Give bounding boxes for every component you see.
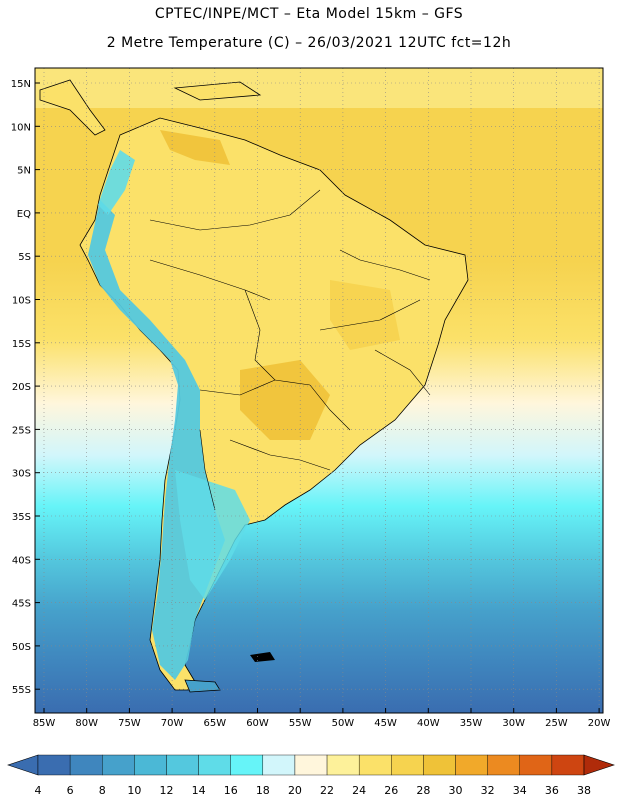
country-borders <box>149 189 431 511</box>
lat-label: 5S <box>18 252 31 263</box>
lat-label: 30S <box>12 469 31 480</box>
caribbean-islands <box>173 81 262 101</box>
colorbar-swatch <box>358 754 392 776</box>
lon-label: 85W <box>33 718 56 729</box>
brazil-warm-area <box>330 280 400 350</box>
lat-label: 45S <box>12 599 31 610</box>
colorbar-label: 12 <box>159 784 173 797</box>
colorbar-label: 6 <box>67 784 74 797</box>
lon-label: 70W <box>161 718 184 729</box>
lon-label: 50W <box>332 718 355 729</box>
colorbar-label: 36 <box>545 784 559 797</box>
colorbar-swatch <box>519 754 553 776</box>
lat-label: 35S <box>12 512 31 523</box>
colorbar-label: 38 <box>577 784 591 797</box>
colorbar-label: 34 <box>513 784 527 797</box>
colorbar-swatch <box>69 754 103 776</box>
colorbar-swatch <box>198 754 231 776</box>
lat-label: 50S <box>12 642 31 653</box>
colorbar-swatch <box>294 754 328 776</box>
lat-label: 25S <box>12 425 31 436</box>
lon-label: 60W <box>246 718 269 729</box>
caribbean-field <box>35 68 603 108</box>
falklands-islands <box>250 652 275 662</box>
central-america-land <box>39 79 106 136</box>
colorbar: 4 6 8 10 12 14 16 18 20 22 24 26 28 30 32 34 36 38 <box>7 754 615 797</box>
lon-label: 80W <box>75 718 98 729</box>
map-title-line2: 2 Metre Temperature (C) – 26/03/2021 12U… <box>106 35 512 51</box>
longitude-labels: 85W 80W 75W 70W 65W 60W 55W 50W 45W 40W 35W 30W 25W 2… <box>33 708 611 729</box>
venezuela-warm-area <box>160 130 230 165</box>
patagonia-cold-area <box>175 470 250 600</box>
colorbar-label: 20 <box>288 784 302 797</box>
lon-label: 75W <box>118 718 141 729</box>
colorbar-label: 10 <box>127 784 141 797</box>
lon-label: 30W <box>502 718 525 729</box>
lon-label: 20W <box>588 718 611 729</box>
lat-label: 40S <box>12 555 31 566</box>
lon-label: 35W <box>460 718 483 729</box>
colorbar-label: 22 <box>320 784 334 797</box>
pantanal-warm-area <box>240 360 330 440</box>
colorbar-swatch <box>455 754 488 776</box>
lon-label: 40W <box>417 718 440 729</box>
colorbar-swatch <box>230 754 264 776</box>
colorbar-swatch <box>423 754 456 776</box>
colombia-andes-cold <box>98 150 135 215</box>
colorbar-label: 24 <box>352 784 366 797</box>
lat-label: 10S <box>12 296 31 307</box>
map-field <box>35 68 603 713</box>
colorbar-label: 28 <box>416 784 430 797</box>
lat-label: 55S <box>12 685 31 696</box>
colorbar-swatch <box>551 754 585 776</box>
lat-label: 15S <box>12 339 31 350</box>
colorbar-label: 16 <box>224 784 238 797</box>
latitude-labels: 15N 10N 5N EQ 5S 10S 15S 20S 25S 30S 35S 40S 45S 50S 5… <box>11 79 40 696</box>
graticule <box>35 68 603 713</box>
colorbar-label: 14 <box>192 784 206 797</box>
lat-label: EQ <box>17 209 31 220</box>
colorbar-swatch <box>166 754 199 776</box>
colorbar-label: 8 <box>99 784 106 797</box>
lat-label: 10N <box>11 122 31 133</box>
colorbar-swatch <box>37 754 71 776</box>
map-title-line1: CPTEC/INPE/MCT – Eta Model 15km – GFS <box>154 6 464 22</box>
colorbar-swatch <box>102 754 135 776</box>
lon-label: 25W <box>545 718 568 729</box>
lon-label: 65W <box>203 718 226 729</box>
lat-label: 15N <box>11 79 31 90</box>
colorbar-low-arrow <box>7 754 39 776</box>
colorbar-swatch <box>326 754 360 776</box>
tierra-del-fuego <box>184 679 221 693</box>
colorbar-swatch <box>391 754 424 776</box>
colorbar-swatch <box>487 754 520 776</box>
colorbar-label: 18 <box>256 784 270 797</box>
lat-label: 20S <box>12 382 31 393</box>
colorbar-label: 26 <box>384 784 398 797</box>
colorbar-swatch <box>262 754 296 776</box>
lon-label: 55W <box>289 718 312 729</box>
colorbar-label: 30 <box>449 784 463 797</box>
colorbar-label: 32 <box>481 784 495 797</box>
lat-label: 5N <box>17 166 31 177</box>
lon-label: 45W <box>374 718 397 729</box>
colorbar-high-arrow <box>583 754 615 776</box>
colorbar-label: 4 <box>35 784 42 797</box>
map-frame <box>34 67 604 714</box>
colorbar-swatch <box>134 754 167 776</box>
